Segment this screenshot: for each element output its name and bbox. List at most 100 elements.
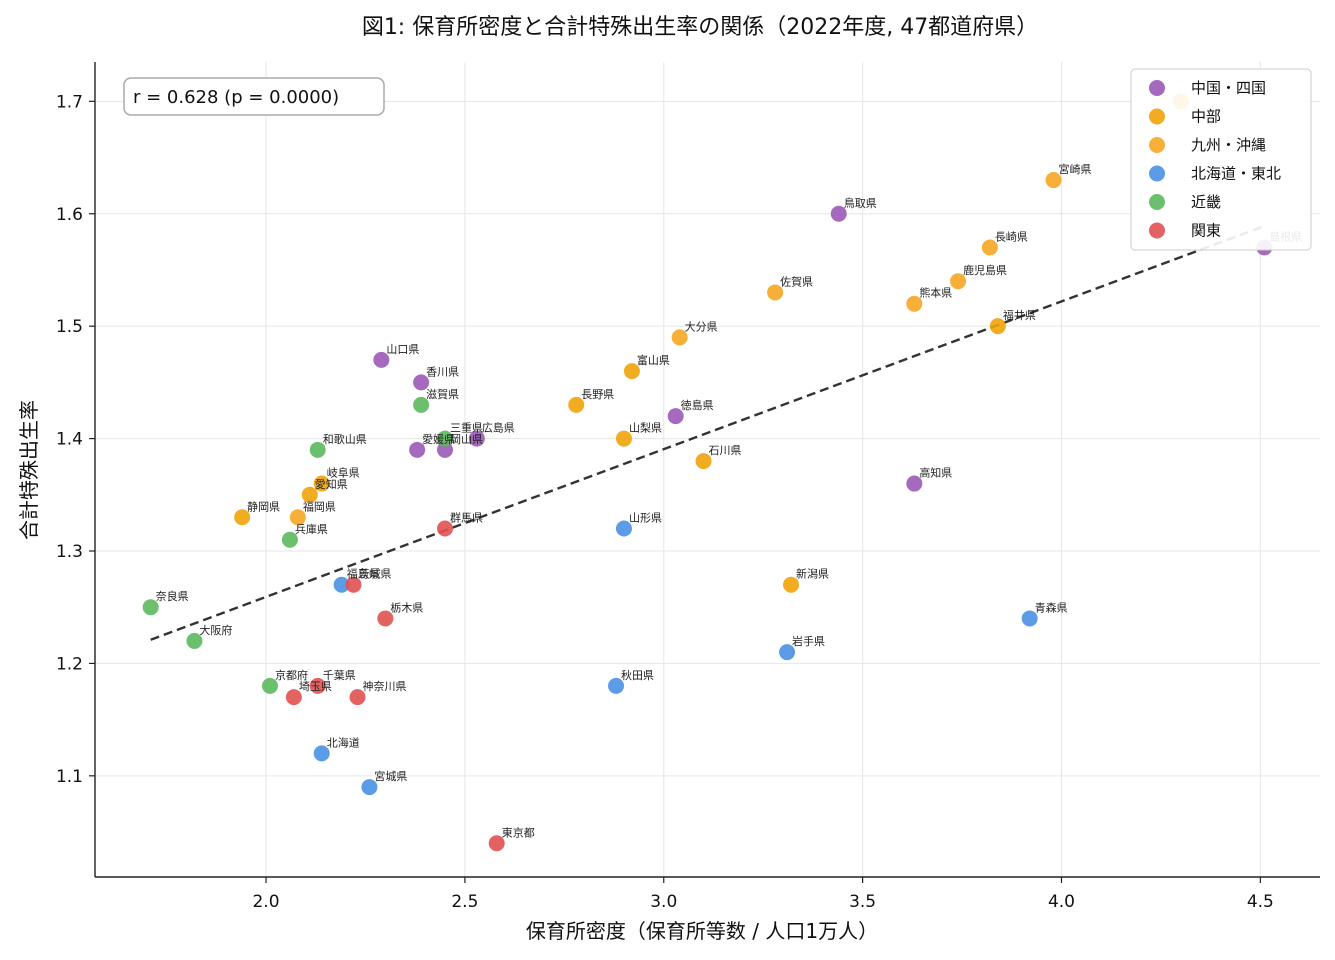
- data-point: [437, 430, 453, 447]
- point-label: 奈良県: [156, 589, 189, 603]
- trendline-layer: [150, 224, 1265, 641]
- legend-marker: [1149, 165, 1165, 182]
- data-point: [309, 441, 326, 458]
- chart-title: 図1: 保育所密度と合計特殊出生率の関係（2022年度, 47都道府県）: [362, 15, 1038, 40]
- point-label: 福島県: [347, 567, 380, 581]
- point-label: 静岡県: [247, 499, 280, 513]
- data-point: [413, 374, 430, 391]
- data-point: [413, 396, 430, 413]
- point-label: 山梨県: [629, 421, 662, 435]
- point-label: 愛知県: [315, 477, 348, 491]
- data-point: [373, 351, 390, 368]
- point-label: 青森県: [1035, 600, 1068, 614]
- point-label: 千葉県: [323, 668, 356, 682]
- legend-marker: [1149, 222, 1165, 239]
- x-tick-label: 2.0: [252, 892, 279, 912]
- y-tick-label: 1.6: [56, 205, 83, 225]
- y-tick-label: 1.2: [56, 654, 83, 674]
- data-point: [568, 396, 585, 413]
- point-label: 愛媛県: [422, 432, 455, 446]
- x-tick-label: 4.5: [1247, 892, 1274, 912]
- point-label: 神奈川県: [363, 679, 407, 693]
- x-tick-label: 3.0: [650, 892, 677, 912]
- data-point: [437, 520, 453, 537]
- legend-label: 九州・沖縄: [1191, 136, 1266, 154]
- point-label: 岐阜県: [327, 467, 360, 480]
- y-tick-label: 1.5: [56, 317, 83, 337]
- point-label: 高知県: [919, 466, 952, 480]
- legend-label: 中部: [1191, 108, 1221, 126]
- y-tick-label: 1.4: [56, 430, 83, 450]
- point-label: 香川県: [426, 365, 459, 378]
- point-label: 滋賀県: [426, 388, 459, 401]
- data-point: [1045, 172, 1062, 189]
- y-tick-label: 1.1: [56, 767, 83, 787]
- data-point: [767, 284, 784, 301]
- data-point: [262, 677, 278, 694]
- point-label: 徳島県: [681, 398, 714, 412]
- point-label: 北海道: [327, 735, 360, 749]
- data-point: [783, 576, 800, 593]
- tick-labels: 2.0 2.5 3.0 3.5 4.0 4.5 1.1 1.2 1.3 1.4 1.5 1.6 1.7: [56, 92, 1274, 912]
- legend-label: 関東: [1191, 222, 1221, 240]
- x-tick-label: 4.0: [1048, 892, 1075, 912]
- data-point: [142, 599, 159, 616]
- point-label: 鹿児島県: [963, 263, 1007, 277]
- data-point: [830, 205, 847, 222]
- point-label: 兵庫県: [295, 522, 328, 536]
- point-label: 熊本県: [919, 286, 952, 300]
- data-point: [608, 677, 625, 694]
- data-point: [981, 239, 998, 256]
- point-label: 山形県: [629, 512, 662, 525]
- data-point: [309, 677, 326, 694]
- point-label: 広島県: [482, 421, 515, 435]
- point-label: 山口県: [386, 343, 419, 356]
- data-points: [142, 93, 1273, 852]
- point-label: 佐賀県: [780, 274, 813, 288]
- data-point: [377, 610, 394, 627]
- legend-box: [1130, 68, 1312, 251]
- point-label: 大分県: [685, 319, 718, 333]
- data-point: [289, 509, 306, 526]
- data-point: [333, 576, 350, 593]
- point-label: 和歌山県: [323, 432, 367, 446]
- legend-label: 中国・四国: [1191, 79, 1266, 97]
- point-label: 石川県: [709, 444, 742, 457]
- point-label: 宮崎県: [1059, 162, 1092, 176]
- data-point: [285, 689, 302, 706]
- legend-marker: [1149, 194, 1165, 210]
- point-label: 大阪府: [199, 623, 232, 637]
- data-point: [615, 430, 632, 447]
- data-point: [989, 318, 1006, 335]
- data-point: [1021, 610, 1038, 627]
- data-point: [361, 779, 378, 796]
- data-point: [468, 430, 485, 447]
- point-label: 富山県: [637, 353, 670, 367]
- x-tick-label: 2.5: [451, 892, 478, 912]
- x-axis-label: 保育所密度（保育所等数 / 人口1万人）: [526, 919, 878, 943]
- data-point: [281, 531, 298, 548]
- point-label: 三重県: [450, 421, 483, 435]
- point-label: 茨城県: [359, 567, 392, 581]
- stat-annotation-box: [123, 77, 385, 116]
- data-point: [906, 475, 923, 492]
- data-point: [437, 441, 453, 458]
- point-label: 京都府: [275, 668, 308, 682]
- axes: [89, 62, 1320, 883]
- data-point: [186, 632, 203, 649]
- point-label: 岡山県: [450, 433, 483, 446]
- data-point: [313, 745, 330, 762]
- legend-label: 北海道・東北: [1191, 165, 1281, 183]
- data-point: [345, 576, 362, 593]
- stat-annotation: r = 0.628 (p = 0.0000): [123, 77, 385, 116]
- data-point: [234, 509, 251, 526]
- point-label: 宮城県: [374, 769, 407, 783]
- x-tick-label: 3.5: [849, 892, 876, 912]
- point-label: 福岡県: [303, 499, 336, 513]
- point-labels: 鳥取県島根県山口県香川県徳島県広島県愛媛県岡山県高知県福井県富山県長野県山梨県石…: [156, 162, 1303, 839]
- point-label: 岩手県: [792, 634, 825, 648]
- point-label: 栃木県: [390, 600, 423, 614]
- point-label: 東京都: [502, 825, 535, 839]
- data-point: [623, 363, 640, 380]
